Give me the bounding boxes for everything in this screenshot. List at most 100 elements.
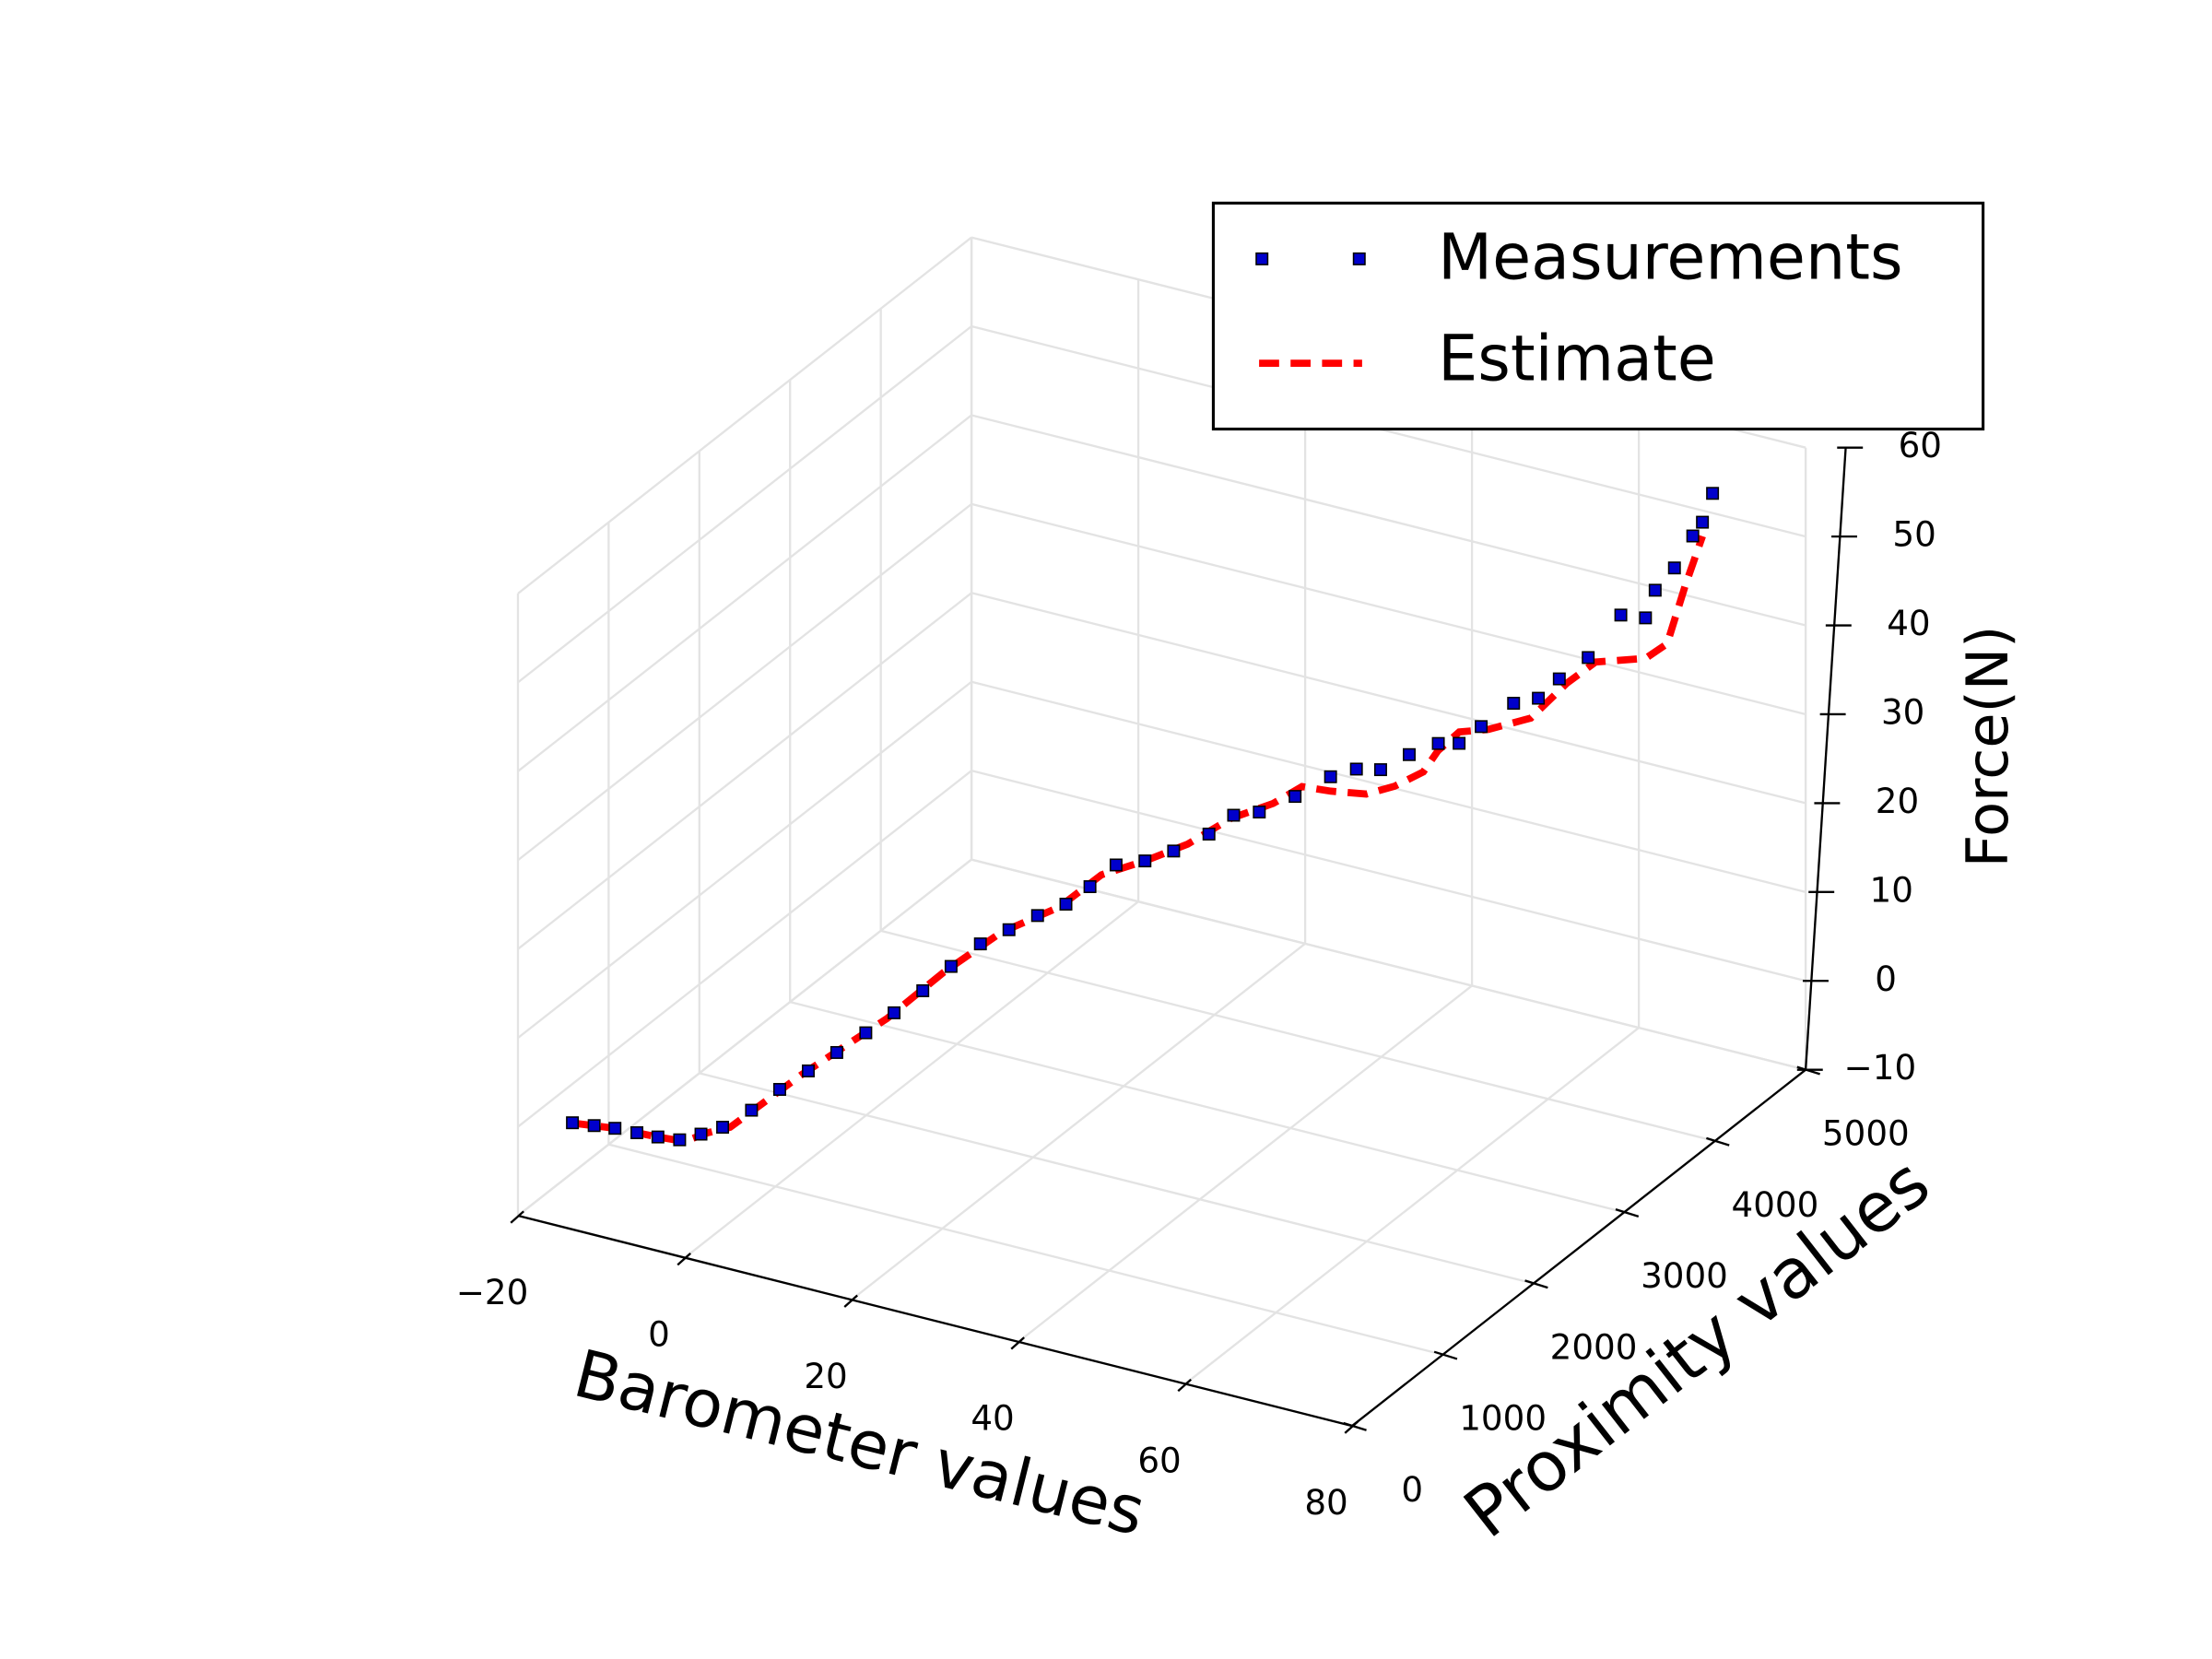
grid-line [971, 414, 1806, 627]
grid-line [851, 942, 1306, 1301]
plot-area [566, 487, 1720, 1147]
measurement-point [1532, 691, 1546, 705]
tick-mark [843, 1294, 858, 1308]
grid-line [971, 770, 1806, 982]
measurement-point [1202, 827, 1216, 841]
axis-line [1351, 1068, 1806, 1427]
z-tick-label: 30 [1881, 691, 1924, 732]
measurement-point [1402, 747, 1416, 761]
x-tick-label: 60 [1137, 1440, 1181, 1480]
grid-line [517, 325, 972, 684]
measurement-point [608, 1122, 622, 1135]
grid-line [971, 502, 1806, 716]
grid-line [1184, 1027, 1640, 1385]
grid-line [971, 858, 1806, 1071]
tick-mark [1177, 1378, 1192, 1393]
measurement-point [1552, 672, 1566, 686]
z-tick-label: 10 [1870, 869, 1913, 910]
legend-marker [1255, 252, 1269, 265]
estimate-line [569, 535, 1706, 1146]
tick-mark [510, 1210, 524, 1224]
y-tick-label: 1000 [1459, 1398, 1547, 1439]
legend-label: Measurements [1438, 222, 1902, 295]
grid-line [1018, 984, 1473, 1343]
measurement-point [1138, 854, 1152, 868]
measurement-point [587, 1119, 601, 1133]
grid-line [971, 592, 1806, 805]
measurement-point [973, 937, 987, 951]
measurement-point [694, 1127, 708, 1141]
measurement-point [566, 1116, 580, 1130]
tick-mark [1344, 1420, 1359, 1434]
z-tick-label: 0 [1875, 959, 1897, 999]
measurement-point [1582, 651, 1595, 665]
grid-line [517, 858, 972, 1217]
y-tick-label: 5000 [1822, 1113, 1910, 1154]
tick-mark [1343, 1421, 1367, 1431]
grid-line [517, 414, 972, 772]
measurement-point [1507, 697, 1521, 711]
measurement-point [1324, 770, 1337, 783]
measurement-point [1475, 720, 1488, 734]
z-tick-label: 60 [1899, 425, 1942, 465]
measurement-point [944, 959, 958, 973]
measurement-point [1706, 487, 1720, 500]
z-tick-label: 40 [1887, 603, 1930, 643]
x-tick-label: 40 [971, 1398, 1014, 1439]
tick-mark [1706, 1136, 1730, 1147]
measurement-point [1667, 561, 1681, 575]
measurement-point [745, 1103, 759, 1117]
measurement-point [1373, 763, 1387, 777]
legend-box [1211, 201, 1985, 431]
measurement-point [1109, 858, 1123, 872]
y-tick-label: 2000 [1550, 1326, 1638, 1367]
measurement-point [1253, 806, 1266, 819]
axis-line [517, 1214, 1353, 1428]
measurement-point [859, 1026, 873, 1040]
measurement-point [1648, 583, 1662, 597]
tick-mark [1615, 1208, 1640, 1218]
y-tick-label: 3000 [1641, 1255, 1728, 1296]
grid-line [517, 592, 972, 950]
x-tick-label: −20 [456, 1272, 529, 1312]
measurement-point [772, 1083, 786, 1096]
measurement-point [802, 1064, 815, 1077]
measurement-point [1349, 762, 1363, 776]
measurement-point [1614, 608, 1628, 622]
z-tick-label: −10 [1844, 1047, 1917, 1088]
measurement-point [830, 1045, 843, 1059]
measurement-point [1167, 844, 1181, 858]
x-tick-label: 80 [1304, 1482, 1347, 1523]
grid-line [699, 1072, 1535, 1285]
grid-line [971, 324, 1806, 538]
grid-line [608, 1143, 1443, 1356]
x-tick-label: 0 [648, 1313, 670, 1354]
grid-line [880, 929, 1715, 1143]
measurement-point [1431, 736, 1445, 750]
measurement-point [1696, 515, 1710, 529]
legend: Measurements Estimate [1211, 201, 1985, 431]
x-tick-label: 20 [804, 1356, 847, 1396]
measurement-point [888, 1006, 901, 1019]
legend-label: Estimate [1438, 324, 1716, 396]
grid-line [517, 502, 972, 862]
measurement-point [1288, 790, 1302, 804]
measurement-point [716, 1121, 730, 1135]
grid-line [684, 900, 1139, 1259]
measurement-point [1227, 808, 1241, 822]
measurement-point [1453, 736, 1466, 750]
z-tick-label: 20 [1876, 781, 1919, 821]
tick-mark [1010, 1336, 1025, 1350]
measurement-point [1059, 898, 1073, 911]
grid-line [517, 770, 972, 1128]
measurement-point [673, 1133, 687, 1147]
y-tick-label: 0 [1401, 1469, 1423, 1510]
measurement-point [630, 1125, 644, 1139]
measurement-point [1030, 909, 1044, 923]
measurement-point [1639, 611, 1653, 625]
measurement-point [651, 1130, 665, 1144]
tick-mark [1524, 1279, 1548, 1289]
